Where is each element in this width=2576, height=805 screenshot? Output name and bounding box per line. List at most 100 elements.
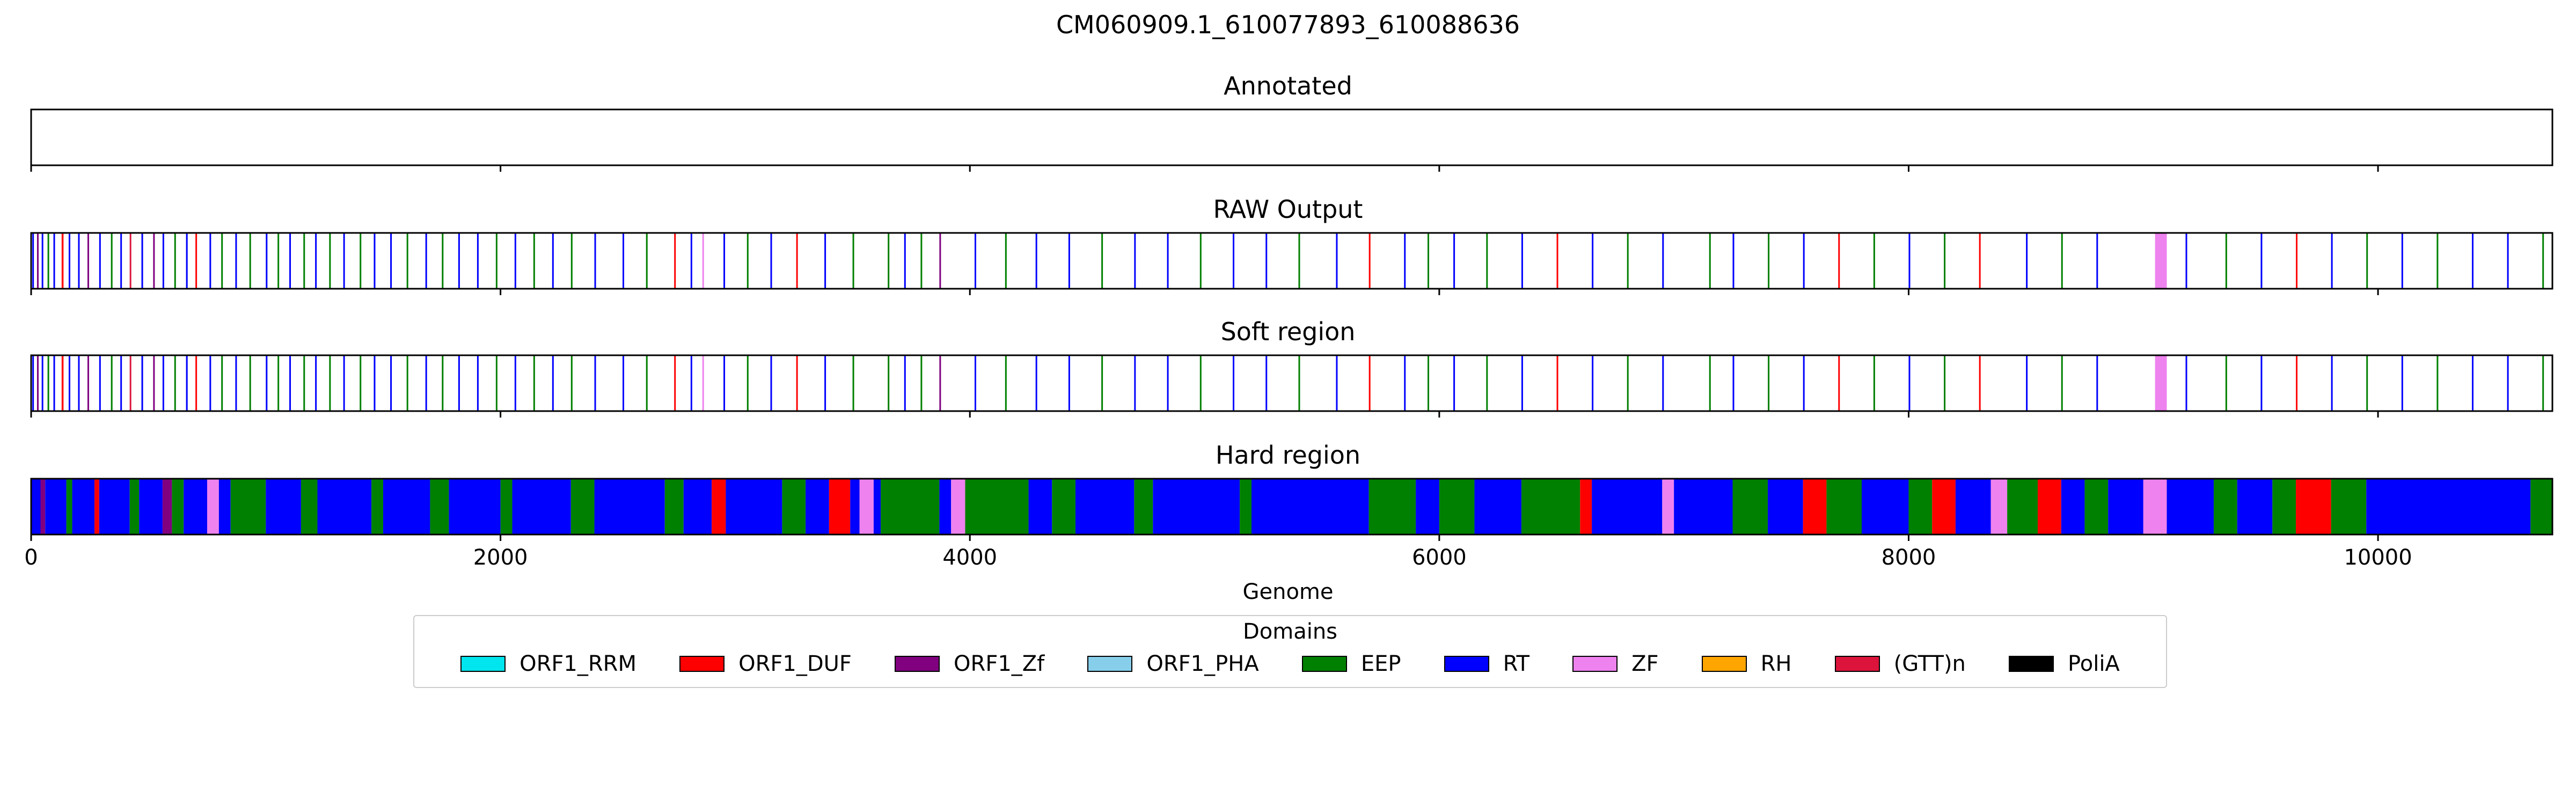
segment-eep (1627, 355, 1629, 411)
segment-rt (45, 479, 67, 535)
segment-rt (2472, 355, 2474, 411)
segment-eep (881, 479, 940, 535)
legend-swatch (1701, 656, 1747, 672)
segment-rt (1803, 233, 1805, 289)
segment-rt (317, 479, 372, 535)
legend-swatch (1301, 656, 1347, 672)
segment-eep (111, 233, 113, 289)
segment-zf (2155, 233, 2167, 289)
segment-rt (2096, 233, 2098, 289)
segment-eep (1298, 355, 1300, 411)
segment-rt (690, 355, 692, 411)
segment-rt (1075, 479, 1135, 535)
segment-rt (594, 355, 596, 411)
segment-rt (1732, 233, 1735, 289)
segment-eep (1768, 233, 1770, 289)
segment-rt (390, 233, 392, 289)
segment-orf1-duf (1556, 355, 1558, 411)
segment-eep (2436, 233, 2439, 289)
legend-item-zf: ZF (1572, 652, 1658, 676)
x-tick-label: 6000 (1412, 545, 1467, 570)
segment-rt (425, 355, 427, 411)
segment-eep (747, 233, 749, 289)
segment-orf1-duf (94, 479, 99, 535)
segment-rt (594, 479, 665, 535)
segment-rt (315, 355, 317, 411)
segment-orf1-zf (939, 355, 941, 411)
segment-rt (1521, 233, 1523, 289)
segment-eep (888, 233, 890, 289)
legend-swatch (1087, 656, 1133, 672)
segment-rt (1955, 479, 1991, 535)
segment-rt (2472, 233, 2474, 289)
segment-eep (1768, 355, 1770, 411)
segment-rt (683, 479, 712, 535)
legend-item-gtt-n: (GTT)n (1834, 652, 1966, 676)
segment-eep (1427, 355, 1429, 411)
segment-eep (442, 355, 444, 411)
segment-eep (174, 233, 176, 289)
segment-orf1-zf (40, 479, 46, 535)
segment-eep (360, 355, 362, 411)
segment-rt (2026, 233, 2028, 289)
segment-rt (374, 233, 376, 289)
segment-rt (209, 233, 211, 289)
segment-orf1-zf (36, 233, 39, 289)
segment-rt (1028, 479, 1052, 535)
segment-rt (99, 233, 101, 289)
segment-eep (277, 233, 280, 289)
segment-orf1-duf (674, 233, 676, 289)
segment-rt (2507, 355, 2509, 411)
segment-rt (32, 233, 34, 289)
segment-zf (1662, 479, 1674, 535)
segment-zf (702, 355, 704, 411)
legend-label: (GTT)n (1893, 652, 1966, 676)
segment-eep (2007, 479, 2038, 535)
segment-rt (1068, 233, 1070, 289)
segment-eep (1298, 233, 1300, 289)
segment-orf1-duf (712, 479, 726, 535)
segment-rt (1768, 479, 1803, 535)
segment-eep (1134, 479, 1153, 535)
panel-title-annotated: Annotated (1224, 71, 1352, 100)
legend-item-rh: RH (1701, 652, 1791, 676)
legend-item-rt: RT (1444, 652, 1529, 676)
segment-orf1-duf (796, 355, 798, 411)
panel-annotated (30, 108, 2553, 172)
segment-rt (1592, 355, 1594, 411)
segment-eep (495, 355, 497, 411)
segment-orf1-duf (1979, 355, 1981, 411)
segment-rt (1592, 479, 1663, 535)
segment-eep (221, 233, 223, 289)
panel-hard-region (30, 478, 2553, 541)
segment-eep (1627, 233, 1629, 289)
segment-eep (646, 233, 648, 289)
segment-eep (495, 233, 497, 289)
segment-eep (2061, 355, 2063, 411)
segment-eep (2542, 355, 2544, 411)
segment-rt (209, 355, 211, 411)
segment-rt (1035, 355, 1037, 411)
segment-rt (343, 233, 345, 289)
legend-swatch (1444, 656, 1489, 672)
segment-rt (1167, 355, 1169, 411)
segment-eep (2366, 355, 2368, 411)
segment-eep (371, 479, 383, 535)
segment-rt (594, 233, 596, 289)
segment-rt (78, 355, 80, 411)
segment-eep (1199, 355, 1202, 411)
segment-rt (41, 233, 43, 289)
legend-label: ORF1_PHA (1146, 652, 1259, 676)
segment-rt (1233, 355, 1235, 411)
segment-rt (2237, 479, 2273, 535)
segment-rt (723, 233, 726, 289)
segment-rt (162, 233, 164, 289)
segment-eep (500, 479, 513, 535)
legend-label: ZF (1631, 652, 1659, 676)
segment-eep (172, 479, 184, 535)
segment-eep (1873, 233, 1875, 289)
segment-rt (458, 233, 460, 289)
segment-rt (1474, 479, 1521, 535)
segment-eep (2436, 355, 2439, 411)
panel-title-hard-region: Hard region (1216, 441, 1360, 470)
